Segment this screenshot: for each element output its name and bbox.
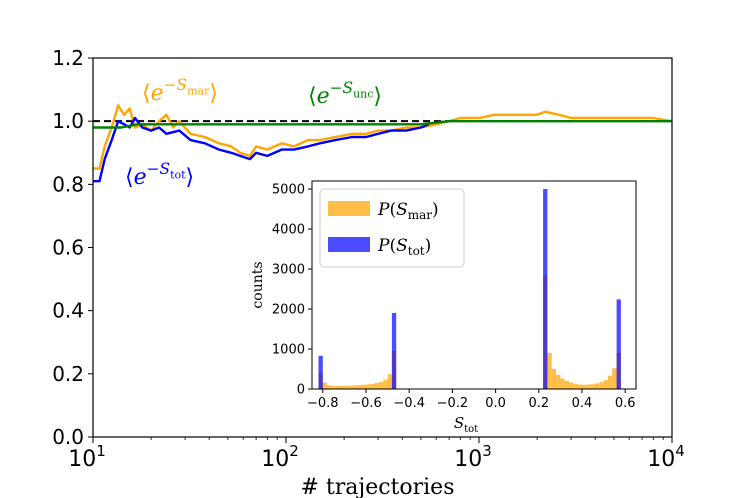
hist-bar-P_mar <box>582 384 587 389</box>
hist-bar-P_tot <box>318 355 323 389</box>
inset-x-tick-label: 0.0 <box>485 396 506 411</box>
x-tick-label: 104 <box>647 442 685 472</box>
hist-bar-P_mar <box>353 385 358 389</box>
legend-swatch-P_tot <box>328 237 370 252</box>
series-line-mar <box>93 104 673 170</box>
legend-label-P_mar: P(Smar) <box>377 200 439 222</box>
y-tick-label: 0.0 <box>52 425 84 449</box>
legend-label-P_tot: P(Stot) <box>377 236 431 258</box>
inset-x-tick-label: 0.4 <box>572 396 593 411</box>
x-tick-label: 103 <box>454 442 492 472</box>
hist-bar-P_tot <box>616 299 621 389</box>
y-tick-label: 0.4 <box>52 299 84 323</box>
x-axis-title: # trajectories <box>300 475 454 498</box>
inset-y-axis-title: counts <box>250 261 266 308</box>
hist-bar-P_mar <box>370 383 375 389</box>
hist-bar-P_mar <box>612 368 617 389</box>
hist-bar-P_mar <box>340 386 345 389</box>
hist-bar-P_mar <box>366 384 371 389</box>
hist-bar-P_mar <box>560 378 565 389</box>
x-tick-label: 102 <box>261 442 299 472</box>
inset-histogram: 0 1000 2000 3000 4000 5000 −0.8 −0.6 −0.4 −0.2 0.0… <box>250 180 637 435</box>
hist-bar-P_mar <box>607 375 613 389</box>
inset-legend: P(Smar) P(Stot) <box>319 188 465 268</box>
inset-y-tick-label: 0 <box>297 383 305 398</box>
y-tick-label: 0.8 <box>52 172 84 196</box>
hist-bar-P_mar <box>573 383 578 389</box>
series-label-unc: ⟨e−Sunc⟩ <box>308 79 382 109</box>
hist-bar-P_mar <box>599 382 604 389</box>
hist-bar-P_mar <box>348 385 353 389</box>
hist-bar-P_mar <box>387 374 392 389</box>
inset-y-tick-label: 3000 <box>272 263 305 278</box>
hist-bar-P_mar <box>603 380 608 389</box>
hist-bar-P_tot <box>391 313 397 389</box>
y-tick-label: 0.2 <box>52 362 84 386</box>
hist-bar-P_mar <box>556 375 561 389</box>
y-tick-label: 0.6 <box>52 236 84 260</box>
hist-bar-P_mar <box>551 369 557 389</box>
hist-bar-P_mar <box>335 386 341 389</box>
hist-bar-P_mar <box>374 383 379 389</box>
hist-bar-P_mar <box>569 382 574 389</box>
inset-x-tick-label: 0.6 <box>615 396 636 411</box>
inset-y-tick-label: 4000 <box>272 223 305 238</box>
hist-bar-P_mar <box>344 385 349 389</box>
inset-y-tick-label: 2000 <box>272 303 305 318</box>
inset-y-tick-label: 5000 <box>272 183 305 198</box>
hist-bar-P_mar <box>577 384 582 389</box>
series-label-mar: ⟨e−Smar⟩ <box>142 76 218 106</box>
inset-x-tick-label: −0.2 <box>437 396 469 411</box>
inset-y-tick-label: 1000 <box>272 343 305 358</box>
inset-x-tick-label: −0.6 <box>350 396 382 411</box>
hist-bar-P_mar <box>331 385 336 389</box>
y-tick-label: 1.2 <box>52 46 84 70</box>
hist-bar-P_mar <box>383 379 388 389</box>
inset-x-tick-label: −0.4 <box>393 396 425 411</box>
hist-bar-P_mar <box>564 381 569 389</box>
hist-bar-P_mar <box>586 384 591 389</box>
hist-bar-P_tot <box>543 189 548 389</box>
hist-bar-P_mar <box>590 384 595 389</box>
x-tick-label: 101 <box>68 442 106 472</box>
inset-x-axis-title: Stot <box>454 414 478 435</box>
hist-bar-P_mar <box>357 385 362 389</box>
inset-x-tick-label: 0.2 <box>528 396 549 411</box>
legend-swatch-P_mar <box>328 201 370 216</box>
series-label-tot: ⟨e−Stot⟩ <box>125 160 194 190</box>
inset-x-tick-label: −0.8 <box>307 396 339 411</box>
inset-frame <box>311 180 637 390</box>
hist-bar-P_mar <box>361 384 366 389</box>
hist-bar-P_mar <box>595 383 600 389</box>
hist-bar-P_mar <box>327 385 332 389</box>
hist-bar-P_mar <box>322 382 328 389</box>
y-tick-label: 1.0 <box>52 109 84 133</box>
hist-bar-P_mar <box>547 353 552 389</box>
main-plot: 0.0 0.2 0.4 0.6 0.8 1.0 1.2 101 102 103 104 # traje… <box>52 46 685 498</box>
hist-bar-P_mar <box>379 382 384 389</box>
series-line-unc <box>93 120 672 129</box>
